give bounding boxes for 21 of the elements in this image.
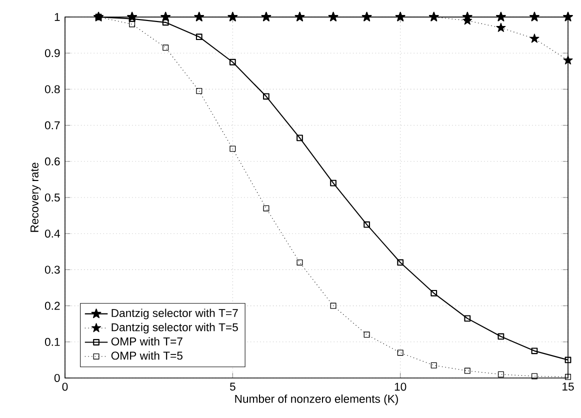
x-tick-label: 10: [394, 382, 406, 391]
y-tick-label: 0.9: [44, 49, 60, 58]
y-tick-label: 0: [54, 374, 60, 382]
y-tick-label: 0.5: [44, 193, 60, 202]
x-tick-label: 0: [62, 382, 68, 391]
legend-label: Dantzig selector with T=7: [112, 308, 238, 320]
legend-label: OMP with T=5: [111, 351, 182, 360]
y-tick-label: 0.7: [44, 121, 60, 130]
y-tick-label: 0.3: [44, 266, 60, 274]
x-tick-label: 5: [230, 382, 236, 391]
legend-label: OMP with T=7: [111, 337, 182, 346]
y-tick-label: 0.6: [44, 157, 60, 166]
x-axis-title: Number of nonzero elements (K): [235, 394, 398, 406]
y-axis-title: Recovery rate: [30, 162, 41, 232]
y-tick-label: 0.8: [44, 85, 60, 94]
legend-label: Dantzig selector with T=5: [112, 322, 238, 334]
y-tick-label: 0.2: [44, 302, 60, 310]
y-tick-label: 0.4: [44, 230, 60, 238]
y-tick-label: 0.1: [44, 338, 60, 346]
y-tick-label: 1: [54, 13, 60, 21]
x-tick-label: 15: [562, 382, 574, 391]
